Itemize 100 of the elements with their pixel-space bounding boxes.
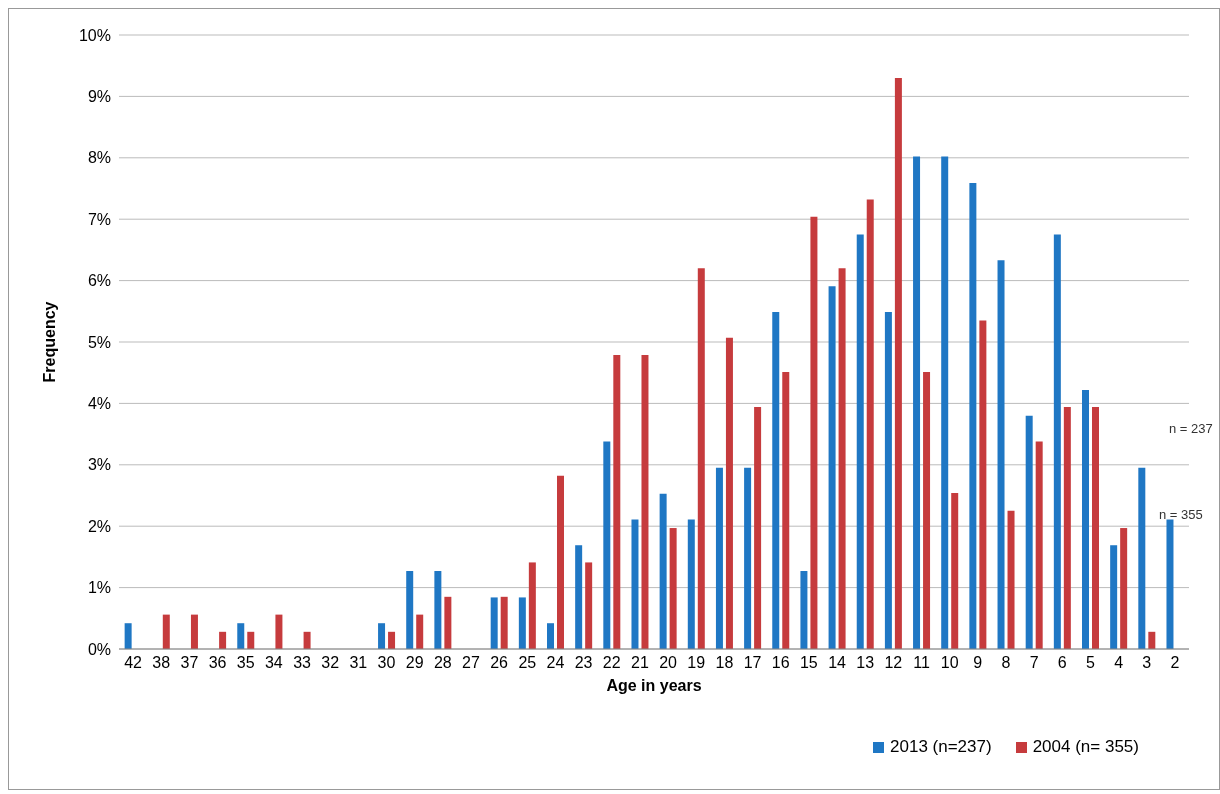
bar (1035, 441, 1043, 649)
x-axis-title: Age in years (606, 677, 702, 694)
bar (772, 311, 780, 649)
bar (1063, 407, 1071, 649)
x-tick-label: 9 (973, 654, 983, 672)
x-tick-label: 4 (1114, 654, 1124, 672)
x-tick-label: 19 (687, 654, 706, 672)
bar (388, 631, 396, 649)
bar (1092, 407, 1099, 649)
x-tick-label: 32 (321, 654, 340, 672)
bar (725, 337, 733, 649)
bar (1007, 510, 1015, 649)
bar (669, 528, 677, 649)
bar (547, 623, 554, 649)
x-tick-label: 15 (799, 654, 818, 672)
bar (444, 596, 452, 649)
bar (659, 493, 667, 649)
y-tick-label: 7% (87, 210, 111, 228)
bar (500, 596, 508, 649)
bar (1148, 631, 1156, 649)
x-tick-label: 35 (236, 654, 255, 672)
bar (828, 286, 836, 649)
x-tick-label: 20 (659, 654, 678, 672)
bar (894, 77, 902, 649)
y-tick-label: 0% (87, 640, 111, 658)
annotation: n = 237 (1169, 421, 1213, 436)
x-tick-label: 28 (433, 654, 452, 672)
x-tick-label: 42 (124, 654, 143, 672)
bar (406, 571, 414, 649)
y-tick-label: 3% (87, 456, 111, 474)
x-tick-label: 22 (602, 654, 621, 672)
x-tick-label: 21 (631, 654, 649, 672)
bar (913, 156, 921, 649)
bar (923, 372, 931, 649)
y-axis-title: Frequency (40, 301, 58, 383)
x-tick-label: 36 (208, 654, 227, 672)
bar (603, 441, 611, 649)
bar (800, 571, 808, 649)
annotation: n = 355 (1159, 507, 1203, 522)
legend-label: 2013 (n=237) (890, 737, 992, 757)
y-tick-label: 10% (78, 26, 111, 44)
y-tick-label: 5% (87, 333, 111, 351)
bar (124, 623, 132, 649)
bar (884, 311, 892, 649)
y-tick-label: 6% (87, 272, 111, 290)
x-tick-label: 27 (462, 654, 480, 672)
bar (838, 268, 846, 649)
bar (979, 320, 987, 649)
bar (697, 268, 705, 649)
x-tick-label: 11 (913, 654, 930, 672)
x-tick-label: 13 (856, 654, 875, 672)
legend-label: 2004 (n= 355) (1032, 737, 1139, 757)
x-tick-label: 34 (264, 654, 283, 672)
bar (782, 372, 790, 649)
bar (1120, 528, 1128, 649)
x-tick-label: 12 (884, 654, 903, 672)
bar (1053, 234, 1061, 649)
bar (641, 354, 649, 649)
bar (687, 519, 695, 649)
bar (585, 562, 593, 649)
bar (237, 623, 245, 649)
x-tick-label: 26 (490, 654, 509, 672)
x-tick-label: 31 (349, 654, 368, 672)
x-tick-label: 6 (1057, 654, 1067, 672)
bar (1082, 389, 1089, 649)
bar (434, 571, 442, 649)
y-tick-label: 9% (87, 88, 111, 106)
bar (951, 493, 959, 649)
bar (575, 545, 583, 649)
bar (1138, 467, 1146, 649)
x-tick-label: 17 (743, 654, 762, 672)
x-tick-label: 37 (180, 654, 199, 672)
bar (1110, 545, 1118, 649)
bar (744, 467, 752, 649)
x-tick-label: 7 (1029, 654, 1039, 672)
bar (631, 519, 639, 649)
bar (247, 631, 255, 649)
bar (557, 475, 564, 649)
x-tick-label: 23 (574, 654, 593, 672)
x-tick-label: 5 (1085, 654, 1095, 672)
bar (275, 614, 283, 649)
bar (613, 354, 621, 649)
bar (969, 182, 977, 649)
y-tick-label: 2% (87, 517, 111, 535)
bar (1166, 519, 1174, 649)
x-tick-label: 2 (1170, 654, 1180, 672)
bar (754, 407, 762, 649)
bar (303, 631, 311, 649)
bar (162, 614, 170, 649)
x-tick-label: 24 (546, 654, 565, 672)
x-tick-label: 8 (1001, 654, 1011, 672)
bar (490, 597, 498, 649)
bar (856, 234, 864, 649)
x-tick-label: 16 (771, 654, 790, 672)
bar (416, 614, 424, 649)
bar (528, 562, 536, 649)
x-tick-label: 38 (152, 654, 171, 672)
bar (866, 199, 874, 649)
bar (518, 597, 526, 649)
y-tick-label: 8% (87, 149, 111, 167)
